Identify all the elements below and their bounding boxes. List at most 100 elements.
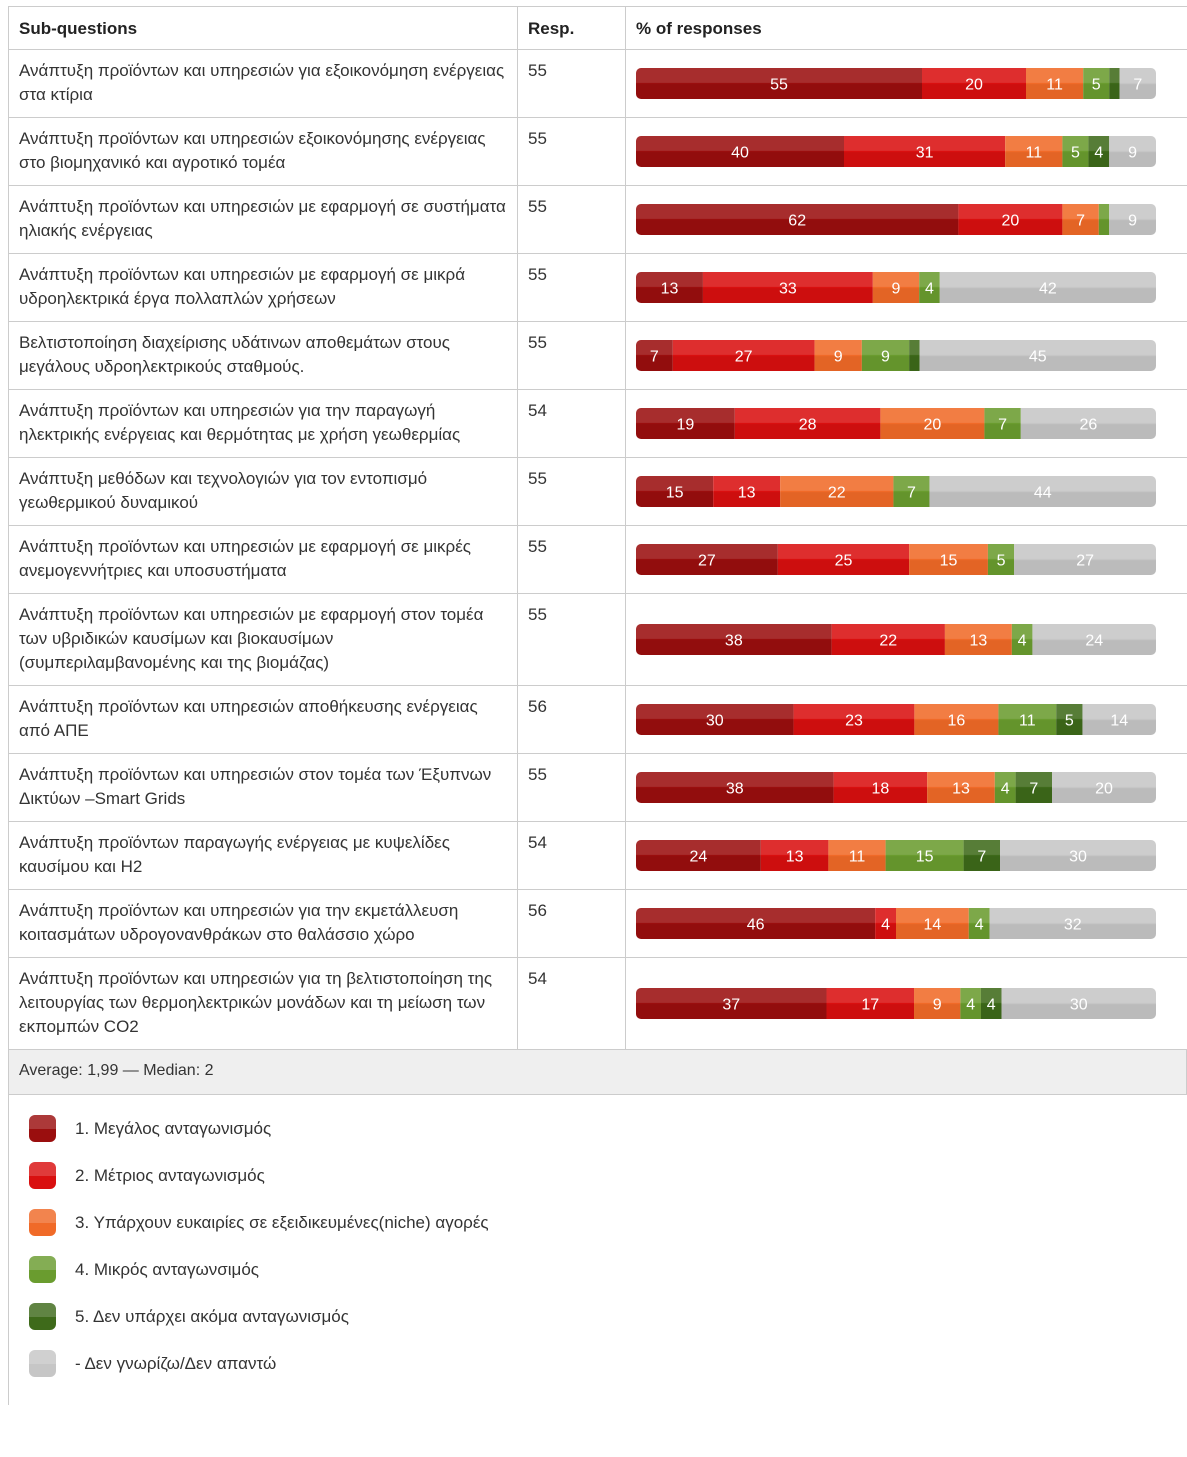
gloss (636, 340, 1156, 355)
legend: 1. Μεγάλος ανταγωνισμός 2. Μέτριος ανταγω… (8, 1095, 1187, 1405)
table-body: Ανάπτυξη προϊόντων και υπηρεσιών για εξο… (8, 49, 1187, 1050)
segment-label: 16 (948, 713, 966, 730)
segment-label: 28 (799, 417, 817, 434)
bar-cell: 13 33 9 4 42 (625, 253, 1187, 322)
bar-segment (861, 340, 910, 371)
segment-label: 18 (872, 781, 890, 798)
legend-swatch (29, 1115, 56, 1142)
bar-segment (636, 68, 922, 99)
header-cell: Resp. (517, 6, 626, 50)
stacked-bar: 40 31 11 5 4 9 (636, 136, 1156, 167)
shade (636, 356, 1156, 371)
bar-cell: 30 23 16 11 5 14 (625, 685, 1187, 754)
question-label: Βελτιστοποίηση διαχείρισης υδάτινων αποθ… (8, 321, 518, 390)
segment-label: 7 (907, 485, 916, 502)
shade (636, 788, 1156, 803)
response-count: 55 (517, 593, 626, 686)
bar-segment (636, 272, 703, 303)
page: Sub-questions Resp. % of responses Ανάπτ… (8, 6, 1187, 1405)
segment-label: 55 (770, 77, 788, 94)
bar-segment (872, 272, 920, 303)
bar-segment (909, 340, 920, 371)
response-count: 56 (517, 685, 626, 754)
segment-label: 20 (924, 417, 942, 434)
question-label: Ανάπτυξη προϊόντων και υπηρεσιών για την… (8, 389, 518, 458)
bar-segment (1014, 544, 1156, 575)
segment-label: 4 (987, 997, 996, 1014)
response-count: 55 (517, 185, 626, 254)
bar-segment (1062, 136, 1089, 167)
bar-segment (987, 544, 1015, 575)
response-count: 55 (517, 457, 626, 526)
bar-segment (875, 908, 896, 939)
bar-segment (833, 772, 928, 803)
gloss (636, 272, 1156, 287)
segment-label: 4 (925, 281, 934, 298)
legend-label: 4. Μικρός ανταγωνσιμός (75, 1259, 259, 1279)
segments (636, 704, 1156, 735)
legend-label: 3. Υπάρχουν ευκαιρίες σε εξειδικευμένες(… (75, 1212, 489, 1232)
bar-segment (760, 840, 829, 871)
segment-label: 7 (1029, 781, 1038, 798)
bar-segment (1098, 204, 1110, 235)
legend-item: 1. Μεγάλος ανταγωνισμός (29, 1105, 1187, 1152)
bar-segment (831, 624, 945, 655)
segment-label: 9 (1128, 145, 1137, 162)
question-label: Ανάπτυξη προϊόντων και υπηρεσιών με εφαρ… (8, 525, 518, 594)
bar-segment (636, 340, 673, 371)
bar-segment (922, 68, 1026, 99)
segment-label: 7 (650, 349, 659, 366)
segment-label: 22 (828, 485, 846, 502)
bar-cell: 46 4 14 4 32 (625, 889, 1187, 958)
segment-label: 37 (722, 997, 740, 1014)
stacked-bar: 13 33 9 4 42 (636, 272, 1156, 303)
shade (636, 288, 1156, 303)
row: Ανάπτυξη προϊόντων και υπηρεσιών για την… (8, 389, 1187, 458)
bar-cell: 15 13 22 7 44 (625, 457, 1187, 526)
row: Ανάπτυξη προϊόντων και υπηρεσιών για τη … (8, 957, 1187, 1050)
bar-segment (1011, 624, 1033, 655)
bar-segment (1109, 204, 1156, 235)
bar-segment (980, 988, 1002, 1019)
bar-segment (636, 988, 827, 1019)
bar-segment (914, 704, 999, 735)
header-row: Sub-questions Resp. % of responses (8, 6, 1187, 50)
question-label: Ανάπτυξη προϊόντων και υπηρεσιών για την… (8, 889, 518, 958)
shade (636, 152, 1156, 167)
segment-label: 17 (861, 997, 879, 1014)
bar-segment (1052, 772, 1156, 803)
legend-item: 2. Μέτριος ανταγωνισμός (29, 1152, 1187, 1199)
segment-label: 9 (1128, 213, 1137, 230)
segment-label: 30 (706, 713, 724, 730)
response-count: 55 (517, 321, 626, 390)
bar-segment (1001, 988, 1156, 1019)
segment-label: 11 (1025, 145, 1042, 162)
shade (636, 424, 1156, 439)
segment-label: 20 (1002, 213, 1020, 230)
stacked-bar: 7 27 9 9 45 (636, 340, 1156, 371)
bar-segment (1005, 136, 1063, 167)
response-count: 55 (517, 525, 626, 594)
shade (636, 560, 1156, 575)
stacked-bar: 46 4 14 4 32 (636, 908, 1156, 939)
bar-segment (968, 908, 990, 939)
segment-label: 24 (690, 849, 708, 866)
bar-segment (927, 772, 995, 803)
bar-segment (713, 476, 781, 507)
bar-segment (636, 204, 959, 235)
bar-segment (893, 476, 930, 507)
bar-segment (919, 340, 1156, 371)
bar-cell: 27 25 15 5 27 (625, 525, 1187, 594)
segment-label: 26 (1080, 417, 1098, 434)
segment-label: 27 (1076, 553, 1094, 570)
stacked-bar: 55 20 11 5 7 (636, 68, 1156, 99)
stacked-bar: 62 20 7 9 (636, 204, 1156, 235)
shade (636, 84, 1156, 99)
legend-item: 3. Υπάρχουν ευκαιρίες σε εξειδικευμένες(… (29, 1199, 1187, 1246)
stacked-bar: 19 28 20 7 26 (636, 408, 1156, 439)
segments (636, 272, 1156, 303)
segment-label: 30 (1069, 849, 1087, 866)
segment-label: 5 (1065, 713, 1074, 730)
bar-segment (929, 476, 1156, 507)
bar-segment (998, 704, 1057, 735)
